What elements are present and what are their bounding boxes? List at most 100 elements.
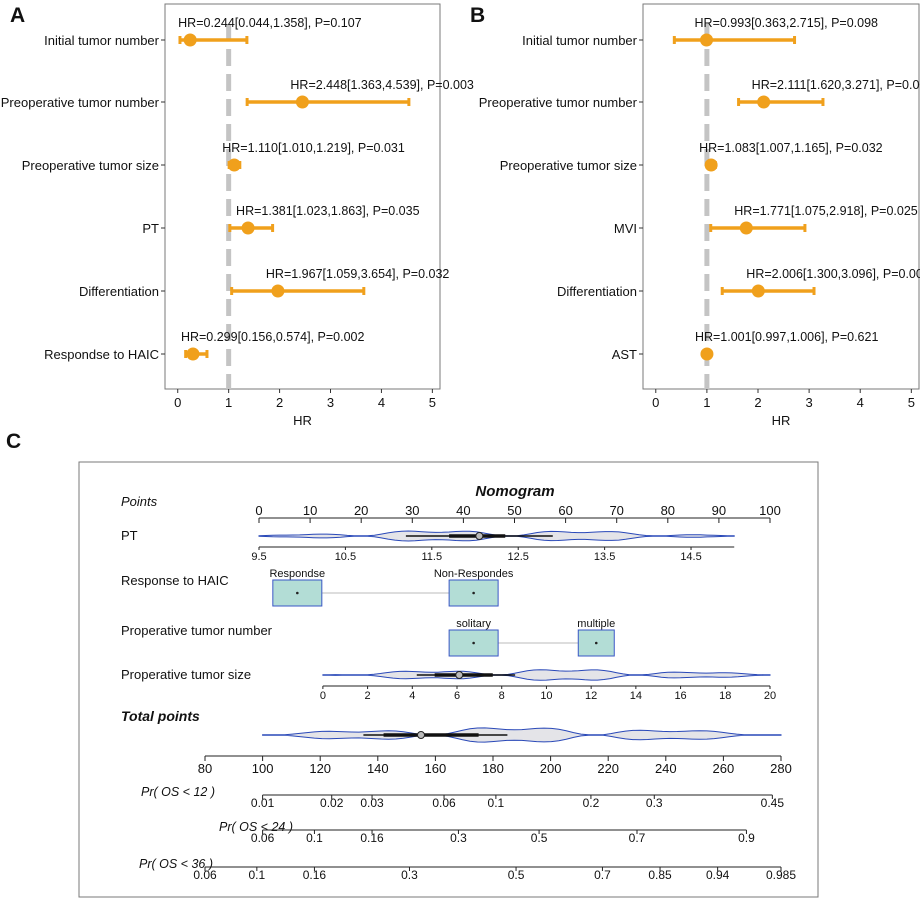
plot-frame (164, 3, 441, 390)
nomogram-variable-0: PT 9.5 10.5 11.5 12.5 13.5 14.5 (121, 528, 735, 563)
total-points-tick-label: 240 (655, 761, 677, 776)
points-tick-label: 40 (456, 503, 470, 518)
probability-tick-label: 0.3 (401, 868, 418, 882)
hr-annotation: HR=0.993[0.363,2.715], P=0.098 (695, 16, 879, 30)
probability-tick-label: 0.03 (360, 796, 384, 810)
hr-annotation: HR=0.244[0.044,1.358], P=0.107 (178, 16, 362, 30)
hr-annotation: HR=1.001[0.997,1.006], P=0.621 (695, 330, 879, 344)
x-tick-label: 4 (857, 395, 864, 410)
total-points-tick-label: 140 (367, 761, 389, 776)
hr-annotation: HR=1.083[1.007,1.165], P=0.032 (699, 141, 883, 155)
hr-point (227, 158, 241, 172)
variable-tick-label: 10 (540, 690, 552, 702)
level-dot (594, 641, 598, 645)
level-label: solitary (456, 618, 491, 630)
probability-tick-label: 0.1 (488, 796, 505, 810)
probability-tick-label: 0.7 (629, 831, 646, 845)
probability-tick-label: 0.45 (761, 796, 785, 810)
points-tick-label: 80 (661, 503, 675, 518)
probability-tick-label: 0.85 (648, 868, 672, 882)
hr-annotation: HR=2.111[1.620,3.271], P=0.001 (752, 78, 920, 92)
violin-shape (322, 669, 771, 681)
x-tick-label: 2 (754, 395, 761, 410)
hr-point (186, 347, 200, 361)
level-dot (296, 591, 299, 595)
x-tick-label: 3 (805, 395, 812, 410)
y-tick-label: AST (612, 347, 637, 362)
hr-point (700, 347, 714, 361)
variable-tick-label: 14.5 (680, 551, 701, 563)
variable-tick-label: 4 (409, 690, 415, 702)
probability-axis-label: Pr( OS < 36 ) (139, 857, 213, 871)
variable-tick-label: 2 (365, 690, 371, 702)
panel-label: A (10, 4, 25, 27)
y-tick-label: PT (142, 221, 159, 236)
y-tick-label: Differentiation (557, 284, 637, 299)
probability-tick-label: 0.3 (450, 831, 467, 845)
x-axis-label: HR (293, 413, 312, 428)
total-points-tick-label: 80 (198, 761, 212, 776)
points-axis-label: Points (121, 494, 158, 509)
probability-tick-label: 0.9 (738, 831, 755, 845)
variable-label: Properative tumor number (121, 623, 273, 638)
variable-tick-label: 10.5 (335, 551, 356, 563)
x-tick-label: 2 (276, 395, 283, 410)
probability-tick-label: 0.94 (706, 868, 730, 882)
nomogram-variable-3: Properative tumor size 0 2 4 6 8 10 12 14 16 18 20 (121, 667, 776, 702)
hr-annotation: HR=2.448[1.363,4.539], P=0.003 (290, 78, 474, 92)
probability-tick-label: 0.2 (583, 796, 600, 810)
hr-point (183, 33, 197, 47)
probability-axis-2: Pr( OS < 36 )0.06 0.1 0.16 0.3 0.5 0.7 0.85 0.9… (139, 857, 796, 882)
y-tick-label: Preoperative tumor number (1, 95, 160, 110)
points-tick-label: 0 (255, 503, 262, 518)
median-marker (455, 671, 464, 679)
forest-panel-a: A 0 1 2 3 4 5 HR Initial tumor number HR=0.244[0.… (1, 3, 474, 428)
nomogram-frame (78, 461, 819, 898)
hr-point (751, 284, 765, 298)
variable-tick-label: 18 (719, 690, 731, 702)
panel-label: B (470, 4, 485, 27)
variable-label: Properative tumor size (121, 667, 251, 682)
total-points-tick-label: 280 (770, 761, 792, 776)
probability-tick-label: 0.3 (646, 796, 663, 810)
variable-tick-label: 16 (674, 690, 686, 702)
probability-axis-0: Pr( OS < 12 ) 0.01 0.02 0.03 0.06 0.1 0.2 0.3 0.… (141, 785, 784, 810)
probability-tick-label: 0.06 (193, 868, 217, 882)
hr-point (295, 95, 309, 109)
probability-tick-label: 0.16 (360, 831, 384, 845)
x-tick-label: 3 (327, 395, 334, 410)
probability-tick-label: 0.985 (766, 868, 796, 882)
x-tick-label: 0 (174, 395, 181, 410)
hr-point (241, 221, 255, 235)
median-marker (417, 731, 425, 739)
hr-annotation: HR=1.967[1.059,3.654], P=0.032 (266, 267, 450, 281)
points-tick-label: 100 (759, 503, 781, 518)
variable-label: PT (121, 528, 138, 543)
points-tick-label: 30 (405, 503, 419, 518)
variable-tick-label: 13.5 (594, 551, 615, 563)
hr-annotation: HR=2.006[1.300,3.096], P=0.002 (746, 267, 920, 281)
total-points-axis: Total points 80 100 120 140 160 180 200 220 240 26… (121, 708, 792, 776)
x-tick-label: 0 (652, 395, 659, 410)
variable-tick-label: 11.5 (422, 551, 443, 563)
hr-point (700, 33, 714, 47)
total-points-label: Total points (121, 708, 200, 724)
hr-annotation: HR=0.299[0.156,0.574], P=0.002 (181, 330, 365, 344)
x-tick-label: 4 (378, 395, 385, 410)
probability-tick-label: 0.06 (251, 831, 275, 845)
nomogram-variable-1: Response to HAIC Respondse Non-Respondes (121, 568, 514, 607)
probability-tick-label: 0.1 (306, 831, 323, 845)
variable-label: Response to HAIC (121, 573, 229, 588)
variable-tick-label: 14 (630, 690, 642, 702)
panel-label: C (6, 430, 21, 453)
level-dot (472, 641, 475, 645)
probability-tick-label: 0.16 (303, 868, 327, 882)
variable-tick-label: 12.5 (508, 551, 529, 563)
total-points-tick-label: 120 (309, 761, 331, 776)
y-tick-label: Initial tumor number (522, 33, 638, 48)
probability-tick-label: 0.02 (320, 796, 344, 810)
variable-tick-label: 8 (499, 690, 505, 702)
x-tick-label: 1 (703, 395, 710, 410)
hr-annotation: HR=1.381[1.023,1.863], P=0.035 (236, 204, 420, 218)
